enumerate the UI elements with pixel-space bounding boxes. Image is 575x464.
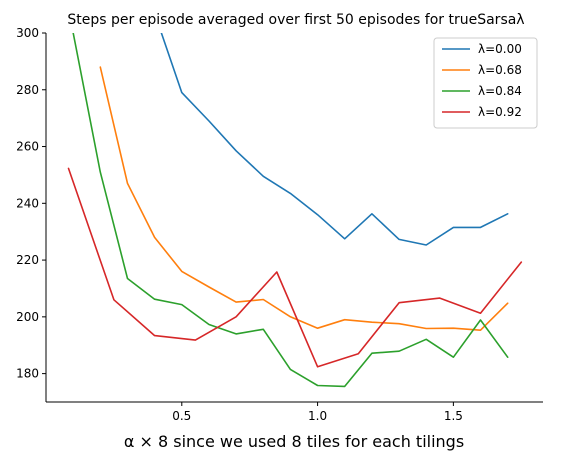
series-layer — [67, 33, 523, 388]
legend-items: λ=0.00 λ=0.68 λ=0.84 λ=0.92 — [442, 42, 522, 119]
x-axis-label: α × 8 since we used 8 tiles for each til… — [124, 432, 464, 451]
legend: λ=0.00 λ=0.68 λ=0.84 λ=0.92 — [433, 37, 538, 129]
legend-label: λ=0.92 — [478, 105, 522, 119]
x-tick-label: 1.0 — [308, 409, 327, 423]
plot-area — [45, 33, 543, 403]
x-axis: 0.5 1.0 1.5 — [172, 402, 463, 423]
legend-box — [433, 37, 538, 129]
series-line-3 — [67, 167, 523, 368]
x-tick-label: 1.5 — [444, 409, 463, 423]
y-tick-label: 200 — [16, 310, 39, 324]
y-tick-label: 280 — [16, 83, 39, 97]
y-tick-label: 240 — [16, 196, 39, 210]
series-line-0 — [160, 33, 509, 246]
y-tick-label: 220 — [16, 253, 39, 267]
legend-label: λ=0.00 — [478, 42, 522, 56]
series-line-2 — [72, 33, 509, 388]
chart-title: Steps per episode averaged over first 50… — [67, 12, 524, 28]
y-tick-label: 260 — [16, 140, 39, 154]
legend-label: λ=0.84 — [478, 84, 522, 98]
legend-label: λ=0.68 — [478, 63, 522, 77]
y-tick-label: 300 — [16, 26, 39, 40]
y-axis: 180 200 220 240 260 280 300 — [16, 26, 46, 381]
x-tick-label: 0.5 — [172, 409, 191, 423]
series-line-1 — [99, 66, 509, 332]
y-tick-label: 180 — [16, 367, 39, 381]
